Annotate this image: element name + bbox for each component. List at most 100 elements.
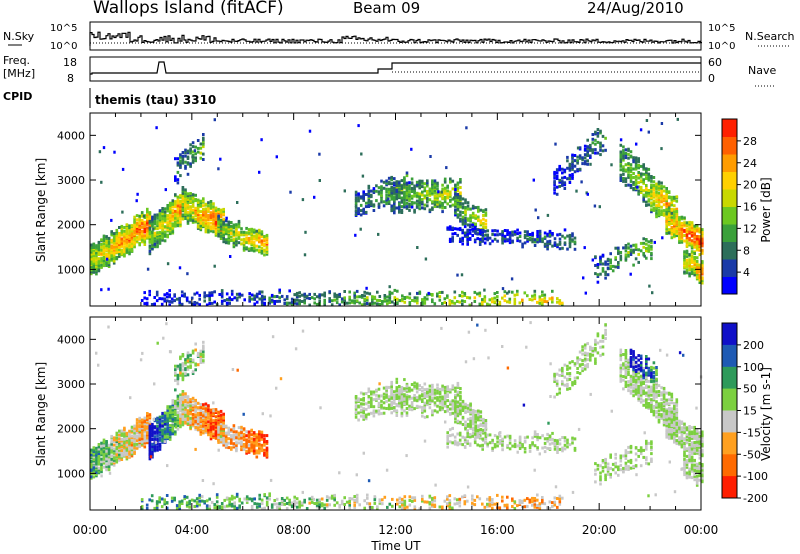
data-cell [179, 371, 182, 375]
data-cell [573, 247, 577, 251]
data-cell [459, 387, 462, 390]
data-cell [599, 260, 602, 264]
data-cell [634, 247, 638, 251]
data-cell [237, 441, 241, 445]
data-cell [650, 183, 653, 187]
data-cell [179, 421, 182, 425]
nave-tick-high: 60 [708, 56, 722, 69]
data-cell [461, 215, 465, 219]
data-cell [405, 198, 409, 202]
data-cell [431, 200, 434, 204]
data-cell [202, 417, 205, 421]
data-cell [90, 260, 93, 264]
data-cell [133, 241, 136, 245]
data-cell [107, 243, 111, 247]
data-cell [171, 214, 175, 218]
data-cell [217, 217, 220, 221]
data-cell [393, 302, 397, 306]
data-cell [128, 241, 131, 245]
data-cell [135, 218, 139, 222]
data-cell [140, 238, 144, 242]
data-cell [161, 231, 164, 235]
data-cell [488, 236, 492, 240]
data-cell [533, 244, 537, 247]
data-cell [92, 452, 96, 456]
data-cell [362, 392, 365, 396]
data-cell [212, 214, 215, 218]
data-cell [451, 386, 455, 390]
data-cell [622, 151, 625, 155]
data-cell [288, 301, 291, 305]
data-cell [186, 353, 190, 357]
data-cell [693, 266, 696, 270]
data-cell [441, 406, 444, 410]
data-cell [536, 230, 539, 233]
data-cell [586, 162, 589, 166]
data-cell [181, 151, 185, 154]
data-cell [701, 281, 704, 285]
data-cell [174, 401, 177, 405]
data-cell [459, 237, 462, 241]
data-cell [100, 252, 103, 255]
data-cell [240, 430, 243, 434]
data-cell [400, 411, 404, 415]
data-cell [125, 244, 129, 248]
data-cell [657, 211, 661, 215]
data-cell [568, 237, 572, 241]
data-cell [531, 294, 534, 298]
data-cell [135, 231, 139, 235]
data-cell [120, 226, 124, 230]
data-cell [433, 197, 437, 201]
data-cell [438, 392, 442, 396]
data-cell [232, 435, 236, 439]
data-cell [112, 259, 116, 263]
data-cell [138, 443, 141, 447]
data-cell [258, 228, 261, 232]
data-cell [245, 226, 248, 230]
data-cell [695, 227, 699, 231]
data-cell [398, 210, 401, 214]
data-cell [454, 400, 457, 404]
data-cell [222, 433, 225, 437]
data-cell [214, 429, 218, 433]
data-cell [385, 187, 388, 191]
data-cell [115, 460, 119, 464]
data-cell [179, 404, 182, 408]
data-cell [171, 399, 175, 403]
data-cell [175, 297, 179, 301]
data-cell [303, 295, 306, 299]
data-cell [466, 417, 470, 421]
data-cell [161, 419, 164, 423]
data-cell [701, 244, 704, 248]
data-cell [133, 239, 136, 243]
data-cell [370, 193, 373, 197]
data-cell [568, 162, 572, 166]
data-cell [242, 444, 246, 448]
data-cell [168, 432, 172, 436]
data-cell [526, 294, 529, 298]
data-cell [338, 303, 341, 307]
data-cell [604, 270, 607, 274]
data-cell [323, 291, 326, 295]
data-cell [599, 145, 602, 149]
data-cell [110, 446, 113, 450]
data-cell [513, 232, 517, 236]
data-cell [258, 238, 261, 241]
data-cell [675, 199, 679, 203]
data-cell [138, 218, 141, 222]
data-cell [461, 401, 465, 405]
data-cell [354, 407, 358, 411]
data-cell [398, 194, 401, 198]
data-cell [541, 298, 544, 302]
data-cell [398, 299, 402, 303]
data-cell [128, 235, 131, 239]
data-cell [90, 448, 93, 452]
data-cell [158, 221, 162, 225]
noise-tick-left-high: 10^5 [50, 23, 77, 34]
data-cell [176, 195, 180, 199]
data-cell [240, 446, 243, 450]
data-cell [97, 240, 101, 244]
data-cell [158, 239, 162, 243]
data-cell [105, 257, 109, 261]
data-cell [454, 417, 457, 420]
